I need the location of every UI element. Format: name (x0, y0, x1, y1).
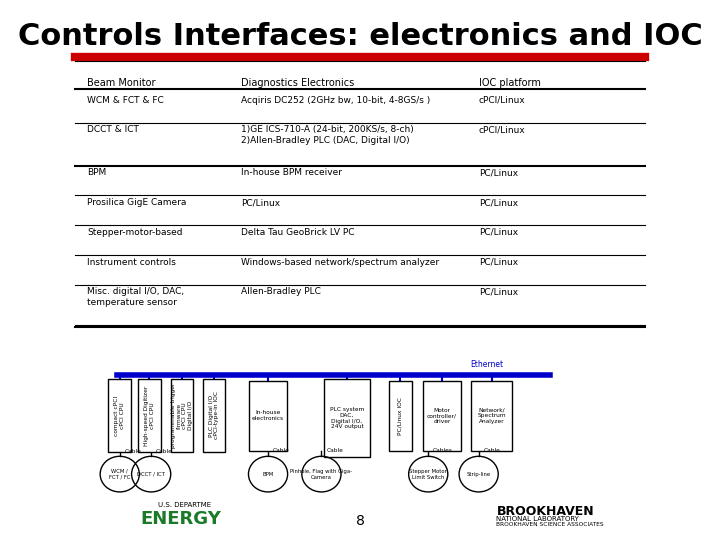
Text: PC/Linux: PC/Linux (479, 258, 518, 267)
Text: Cables: Cables (433, 448, 453, 454)
Text: Pinhole, Flag with Giga-
Camera: Pinhole, Flag with Giga- Camera (290, 469, 352, 480)
Text: U.S. DEPARTME: U.S. DEPARTME (158, 502, 212, 508)
Text: BROOKHAVEN SCIENCE ASSOCIATES: BROOKHAVEN SCIENCE ASSOCIATES (497, 522, 604, 527)
Text: Windows-based network/spectrum analyzer: Windows-based network/spectrum analyzer (241, 258, 439, 267)
Bar (203, 379, 225, 452)
Text: Diagnostics Electronics: Diagnostics Electronics (241, 78, 355, 89)
Text: DCCT / ICT: DCCT / ICT (138, 471, 165, 477)
Text: BROOKHAVEN: BROOKHAVEN (497, 505, 594, 518)
Text: IOC platform: IOC platform (479, 78, 541, 89)
Text: BPM: BPM (87, 168, 107, 178)
Text: 1)GE ICS-710-A (24-bit, 200KS/s, 8-ch)
2)Allen-Bradley PLC (DAC, Digital I/O): 1)GE ICS-710-A (24-bit, 200KS/s, 8-ch) 2… (241, 125, 414, 145)
Text: Controls Interfaces: electronics and IOC: Controls Interfaces: electronics and IOC (17, 22, 703, 51)
Bar (249, 381, 287, 451)
Text: Ethernet: Ethernet (469, 360, 503, 369)
Text: Delta Tau GeoBrick LV PC: Delta Tau GeoBrick LV PC (241, 228, 355, 237)
Text: Cable: Cable (125, 449, 141, 454)
Text: Cable: Cable (483, 448, 500, 454)
Text: BPM: BPM (262, 471, 274, 477)
Text: Acqiris DC252 (2GHz bw, 10-bit, 4-8GS/s ): Acqiris DC252 (2GHz bw, 10-bit, 4-8GS/s … (241, 96, 431, 105)
Text: Network/
Spectrum
Analyzer: Network/ Spectrum Analyzer (477, 408, 506, 424)
Text: Allen-Bradley PLC: Allen-Bradley PLC (241, 287, 321, 296)
Text: Motor
controller/
driver: Motor controller/ driver (427, 408, 457, 424)
Text: WCM /
FCT / FC: WCM / FCT / FC (109, 469, 130, 480)
Text: NATIONAL LABORATORY: NATIONAL LABORATORY (497, 516, 580, 522)
Text: Strip-line: Strip-line (467, 471, 491, 477)
Text: Cable: Cable (156, 449, 173, 454)
Text: programmable trigger
firmware
cPCI CPU
Digital I/O: programmable trigger firmware cPCI CPU D… (171, 383, 193, 448)
Text: PC/Linux: PC/Linux (479, 198, 518, 207)
Text: Prosilica GigE Camera: Prosilica GigE Camera (87, 198, 186, 207)
Text: DCCT & ICT: DCCT & ICT (87, 125, 139, 134)
Text: PC/Linux IOC: PC/Linux IOC (398, 397, 403, 435)
Text: PC/Linux: PC/Linux (479, 168, 518, 178)
Text: compact cPCI
cPCI CPU: compact cPCI cPCI CPU (114, 395, 125, 436)
Bar (324, 379, 370, 457)
Text: PLC system
DAC,
Digital I/O,
24V output: PLC system DAC, Digital I/O, 24V output (330, 407, 364, 429)
Bar (171, 379, 193, 452)
Text: PLC Digital I/O
cPCI-type-in IOC: PLC Digital I/O cPCI-type-in IOC (209, 392, 220, 440)
Text: Misc. digital I/O, DAC,
temperature sensor: Misc. digital I/O, DAC, temperature sens… (87, 287, 184, 307)
Bar (423, 381, 461, 451)
Text: Stepper-motor-based: Stepper-motor-based (87, 228, 183, 237)
Text: Cable: Cable (326, 448, 343, 454)
Text: In-house BPM receiver: In-house BPM receiver (241, 168, 342, 178)
Text: Cable: Cable (273, 448, 289, 454)
Text: High-speed Digitizer
cPCI CPU: High-speed Digitizer cPCI CPU (144, 386, 155, 446)
Bar (389, 381, 412, 451)
Text: WCM & FCT & FC: WCM & FCT & FC (87, 96, 164, 105)
Bar (138, 379, 161, 452)
Text: PC/Linux: PC/Linux (479, 228, 518, 237)
Text: PC/Linux: PC/Linux (241, 198, 281, 207)
Text: 8: 8 (356, 514, 364, 528)
Text: Instrument controls: Instrument controls (87, 258, 176, 267)
Text: In-house
electronics: In-house electronics (252, 410, 284, 421)
Text: cPCI/Linux: cPCI/Linux (479, 125, 526, 134)
Text: ENERGY: ENERGY (140, 510, 221, 528)
Bar (109, 379, 131, 452)
Text: PC/Linux: PC/Linux (479, 287, 518, 296)
Text: Beam Monitor: Beam Monitor (87, 78, 156, 89)
Bar (471, 381, 513, 451)
Text: cPCI/Linux: cPCI/Linux (479, 96, 526, 105)
Text: Stepper Motor,
Limit Switch: Stepper Motor, Limit Switch (408, 469, 448, 480)
